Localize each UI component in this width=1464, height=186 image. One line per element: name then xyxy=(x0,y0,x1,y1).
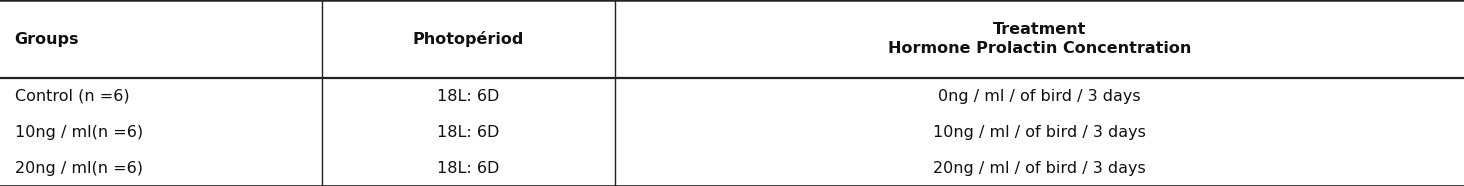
Text: Photopériod: Photopériod xyxy=(413,31,524,47)
Text: Control (n =6): Control (n =6) xyxy=(15,89,129,104)
Text: 20ng / ml / of bird / 3 days: 20ng / ml / of bird / 3 days xyxy=(933,161,1146,176)
Text: 10ng / ml(n =6): 10ng / ml(n =6) xyxy=(15,125,143,140)
Text: Groups: Groups xyxy=(15,32,79,46)
Text: 0ng / ml / of bird / 3 days: 0ng / ml / of bird / 3 days xyxy=(938,89,1140,104)
Text: Treatment
Hormone Prolactin Concentration: Treatment Hormone Prolactin Concentratio… xyxy=(887,22,1192,56)
Text: 20ng / ml(n =6): 20ng / ml(n =6) xyxy=(15,161,142,176)
Text: 18L: 6D: 18L: 6D xyxy=(438,161,499,176)
Text: 10ng / ml / of bird / 3 days: 10ng / ml / of bird / 3 days xyxy=(933,125,1146,140)
Text: 18L: 6D: 18L: 6D xyxy=(438,89,499,104)
Text: 18L: 6D: 18L: 6D xyxy=(438,125,499,140)
